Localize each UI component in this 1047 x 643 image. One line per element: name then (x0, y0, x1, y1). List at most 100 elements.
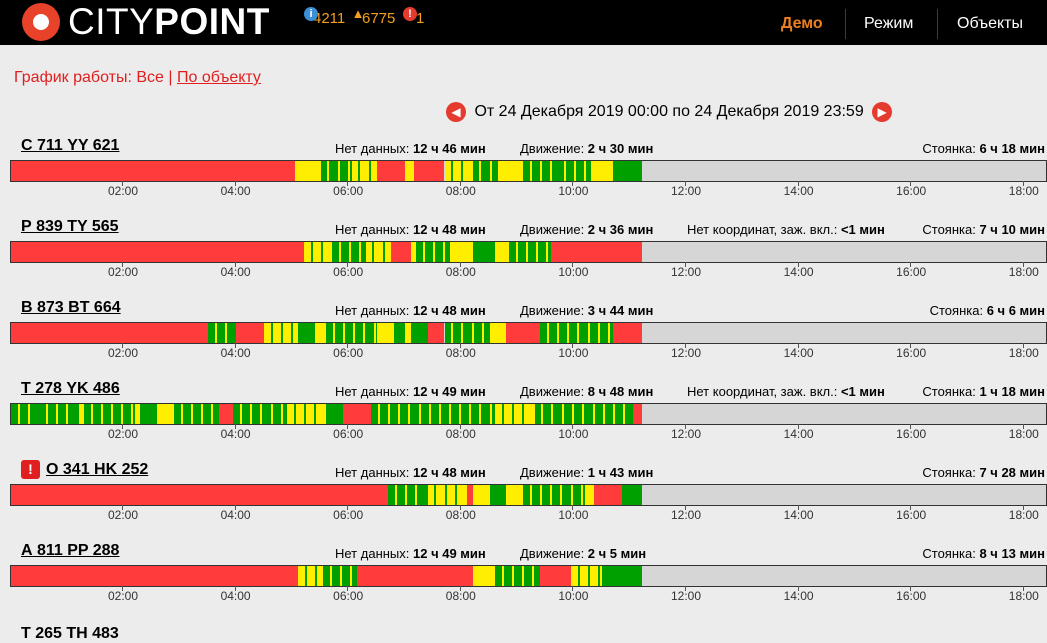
timeline-segment-idle[interactable] (376, 323, 394, 343)
timeline-segment-idle[interactable] (450, 242, 473, 262)
timeline-segment-no-data[interactable] (391, 242, 411, 262)
activity-timeline-bar[interactable] (10, 160, 1047, 182)
timeline-segment-idle[interactable] (78, 404, 85, 424)
next-day-arrow-icon[interactable]: ▶ (872, 102, 893, 122)
timeline-segment-no-data[interactable] (11, 485, 389, 505)
activity-timeline-bar[interactable] (10, 322, 1047, 344)
timeline-segment-moving[interactable] (509, 242, 552, 262)
timeline-segment-moving[interactable] (495, 566, 541, 586)
timeline-segment-moving[interactable] (388, 485, 428, 505)
activity-timeline-bar[interactable] (10, 403, 1047, 425)
timeline-segment-moving[interactable] (472, 161, 498, 181)
activity-timeline-bar[interactable] (10, 241, 1047, 263)
timeline-segment-moving[interactable] (523, 485, 586, 505)
logo[interactable]: CITYPOINT (68, 1, 270, 42)
timeline-segment-no-data[interactable] (236, 323, 265, 343)
vehicle-plate-link[interactable]: Р 839 TY 565 (21, 218, 119, 235)
timeline-segment-idle[interactable] (495, 404, 535, 424)
timeline-segment-idle[interactable] (506, 485, 524, 505)
timeline-segment-idle[interactable] (405, 161, 414, 181)
timeline-segment-no-data[interactable] (551, 242, 580, 262)
timeline-segment-idle[interactable] (298, 566, 324, 586)
timeline-segment-moving[interactable] (140, 404, 158, 424)
timeline-segment-moving[interactable] (613, 161, 628, 181)
timeline-segment-no-data[interactable] (467, 485, 473, 505)
prev-day-arrow-icon[interactable]: ◀ (446, 102, 466, 122)
warning-count[interactable]: ▲ 6775 (351, 6, 396, 28)
timeline-segment-moving[interactable] (627, 161, 642, 181)
timeline-segment-moving[interactable] (39, 404, 79, 424)
timeline-segment-idle[interactable] (303, 242, 332, 262)
timeline-segment-no-data[interactable] (388, 161, 406, 181)
timeline-segment-no-data[interactable] (540, 566, 572, 586)
timeline-segment-moving[interactable] (619, 566, 642, 586)
schedule-all[interactable]: График работы: Все (14, 69, 164, 86)
timeline-segment-moving[interactable] (371, 404, 496, 424)
timeline-segment-no-data[interactable] (376, 161, 389, 181)
timeline-segment-no-data[interactable] (357, 566, 417, 586)
vehicle-alert-icon[interactable]: ! (21, 460, 40, 479)
timeline-segment-no-data[interactable] (11, 323, 209, 343)
timeline-segment-no-data[interactable] (427, 323, 445, 343)
timeline-segment-idle[interactable] (489, 323, 507, 343)
activity-timeline-bar[interactable] (10, 484, 1047, 506)
timeline-segment-moving[interactable] (489, 485, 507, 505)
vehicle-plate-link[interactable]: Т 278 YK 486 (21, 380, 120, 397)
vehicle-plate-link[interactable]: С 711 YY 621 (21, 137, 120, 154)
timeline-segment-idle[interactable] (134, 404, 141, 424)
timeline-segment-no-data[interactable] (11, 566, 299, 586)
next-vehicle-plate[interactable]: Т 265 ТН 483 (21, 625, 119, 642)
timeline-segment-no-data[interactable] (219, 404, 234, 424)
timeline-segment-moving[interactable] (410, 323, 428, 343)
timeline-segment-idle[interactable] (472, 566, 496, 586)
timeline-segment-moving[interactable] (326, 404, 344, 424)
timeline-segment-idle[interactable] (157, 404, 175, 424)
timeline-segment-idle[interactable] (585, 485, 594, 505)
timeline-segment-no-data[interactable] (613, 323, 642, 343)
menu-demo[interactable]: Демо (781, 15, 823, 32)
timeline-segment-idle[interactable] (590, 161, 614, 181)
timeline-segment-idle[interactable] (427, 485, 468, 505)
timeline-segment-idle[interactable] (405, 323, 411, 343)
timeline-segment-idle[interactable] (315, 323, 327, 343)
alert-count[interactable]: ! 1 (403, 7, 424, 27)
timeline-segment-moving[interactable] (208, 323, 237, 343)
timeline-segment-no-data[interactable] (413, 161, 445, 181)
timeline-segment-idle[interactable] (444, 161, 473, 181)
timeline-segment-idle[interactable] (286, 404, 327, 424)
timeline-segment-moving[interactable] (621, 485, 642, 505)
info-count[interactable]: i 4211 (304, 7, 345, 27)
timeline-segment-no-data[interactable] (579, 242, 642, 262)
timeline-segment-no-data[interactable] (343, 404, 372, 424)
vehicle-plate-link[interactable]: О 341 HK 252 (46, 461, 149, 478)
timeline-segment-moving[interactable] (298, 323, 315, 343)
menu-objects[interactable]: Объекты (957, 15, 1023, 32)
vehicle-plate-link[interactable]: А 811 PP 288 (21, 542, 120, 559)
schedule-by-object-link[interactable]: По объекту (176, 69, 261, 86)
timeline-segment-moving[interactable] (393, 323, 406, 343)
timeline-segment-moving[interactable] (174, 404, 220, 424)
timeline-segment-idle[interactable] (351, 161, 377, 181)
timeline-segment-idle[interactable] (410, 242, 417, 262)
timeline-segment-moving[interactable] (602, 566, 620, 586)
timeline-segment-idle[interactable] (495, 242, 510, 262)
timeline-segment-no-data[interactable] (11, 161, 296, 181)
logo-icon[interactable] (22, 3, 60, 41)
timeline-segment-moving[interactable] (233, 404, 287, 424)
vehicle-plate-link[interactable]: В 873 BT 664 (21, 299, 121, 316)
timeline-segment-no-data[interactable] (633, 404, 642, 424)
timeline-segment-moving[interactable] (565, 404, 634, 424)
timeline-segment-idle[interactable] (497, 161, 524, 181)
timeline-segment-no-data[interactable] (506, 323, 541, 343)
timeline-segment-idle[interactable] (472, 485, 490, 505)
timeline-segment-no-data[interactable] (416, 566, 473, 586)
timeline-segment-no-data[interactable] (11, 242, 304, 262)
menu-mode[interactable]: Режим (864, 15, 914, 32)
activity-timeline-bar[interactable] (10, 565, 1047, 587)
timeline-segment-moving[interactable] (444, 323, 490, 343)
timeline-segment-moving[interactable] (472, 242, 496, 262)
timeline-segment-idle[interactable] (295, 161, 299, 181)
timeline-segment-moving[interactable] (11, 404, 40, 424)
timeline-segment-idle[interactable] (298, 161, 321, 181)
timeline-segment-idle[interactable] (365, 242, 392, 262)
